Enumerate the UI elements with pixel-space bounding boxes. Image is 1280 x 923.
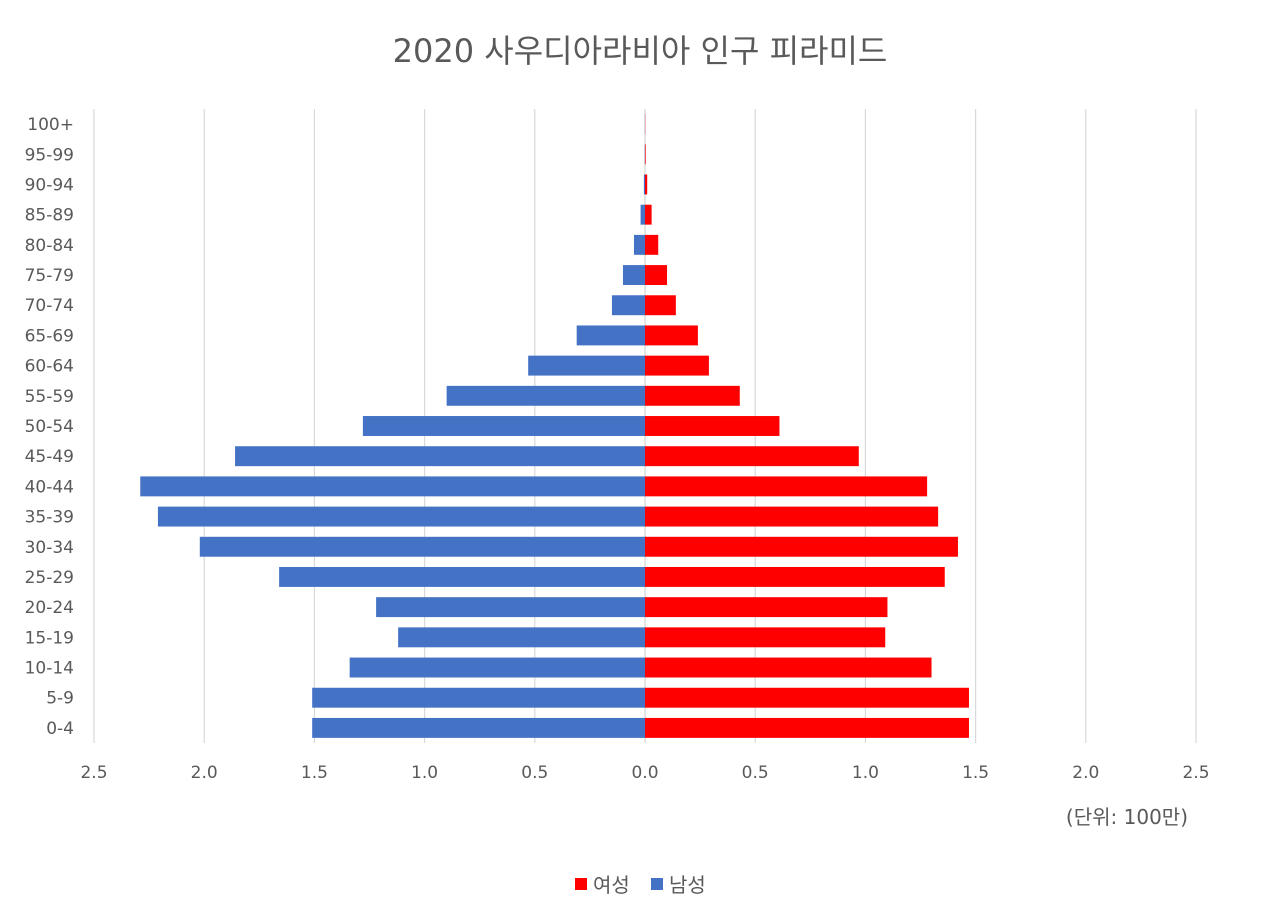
x-tick-layer: 2.5 2.0 1.5 1.0 0.5 0.0 0.5 1.0 1.5 2.0 2.5 [80,763,1209,783]
x-tick-label: 2.0 [191,763,218,783]
male-bar-0-4 [312,717,645,738]
legend: 여성 남성 [575,873,706,897]
male-bar-80-84 [633,234,645,255]
male-bar-30-34 [199,536,646,557]
age-group-label: 80-84 [25,236,74,256]
age-group-label: 50-54 [25,417,74,437]
male-bar-60-64 [528,355,645,376]
female-bar-70-74 [645,295,676,316]
male-bar-35-39 [157,506,645,527]
age-group-label: 25-29 [25,568,74,588]
female-bar-0-4 [645,717,969,738]
female-bar-55-59 [645,385,740,406]
chart-title: 2020 사우디아라비아 인구 피라미드 [393,32,888,70]
age-group-label: 65-69 [25,326,74,346]
age-group-label: 60-64 [25,357,74,377]
x-tick-label: 1.5 [301,763,328,783]
female-bar-80-84 [645,234,659,255]
x-tick-label: 1.5 [962,763,989,783]
female-bar-15-19 [645,627,886,648]
age-group-label: 95-99 [25,145,74,165]
legend-swatch-male [651,878,663,890]
female-bar-5-9 [645,687,969,708]
male-bar-25-29 [279,566,645,587]
legend-label-female: 여성 [593,873,630,897]
age-group-label: 20-24 [25,598,74,618]
female-bar-35-39 [645,506,939,527]
male-bar-40-44 [140,476,645,497]
female-bar-45-49 [645,446,859,467]
age-group-label: 85-89 [25,206,74,226]
male-bar-55-59 [446,385,645,406]
x-tick-label: 2.5 [80,763,107,783]
x-tick-label: 1.0 [411,763,438,783]
male-bar-85-89 [640,204,645,225]
y-tick-layer: 0-4 5-9 10-14 15-19 20-24 25-29 30-34 35-39 40-4… [25,115,74,739]
male-bar-5-9 [312,687,645,708]
x-tick-label: 1.0 [852,763,879,783]
age-group-label: 90-94 [25,175,74,195]
age-group-label: 45-49 [25,447,74,467]
grid-layer [93,109,1197,743]
male-bar-50-54 [362,416,645,436]
male-bar-65-69 [576,325,645,346]
legend-swatch-female [575,878,587,890]
male-bar-15-19 [398,627,645,648]
age-group-label: 10-14 [25,659,74,679]
x-tick-label: 2.0 [1072,763,1099,783]
female-bar-90-94 [645,174,648,195]
male-bar-75-79 [622,265,645,286]
female-bar-50-54 [645,416,780,436]
female-bar-60-64 [645,355,709,376]
female-bar-65-69 [645,325,698,346]
legend-label-male: 남성 [669,873,706,897]
male-bar-20-24 [376,597,645,618]
age-group-label: 70-74 [25,296,74,316]
x-tick-label: 2.5 [1182,763,1209,783]
age-group-label: 100+ [27,115,74,135]
female-bar-25-29 [645,566,945,587]
male-bar-90-94 [643,174,645,195]
x-tick-label: 0.5 [521,763,548,783]
x-tick-label: 0.0 [631,763,658,783]
female-bar-10-14 [645,657,932,678]
age-group-label: 75-79 [25,266,74,286]
female-bar-20-24 [645,597,888,618]
female-bar-95-99 [645,144,646,165]
male-bar-10-14 [349,657,645,678]
age-group-label: 30-34 [25,538,74,558]
age-group-label: 35-39 [25,508,74,528]
female-bar-85-89 [645,204,652,225]
female-bar-75-79 [645,265,668,286]
age-group-label: 40-44 [25,477,74,497]
male-bar-45-49 [235,446,645,467]
unit-note: (단위: 100만) [1066,805,1188,829]
x-tick-label: 0.5 [742,763,769,783]
female-bar-30-34 [645,536,958,557]
female-bar-40-44 [645,476,928,497]
age-group-label: 5-9 [46,689,74,709]
age-group-label: 55-59 [25,387,74,407]
age-group-label: 0-4 [46,719,74,739]
age-group-label: 15-19 [25,628,74,648]
male-bar-70-74 [611,295,645,316]
bar-layer [140,114,969,738]
